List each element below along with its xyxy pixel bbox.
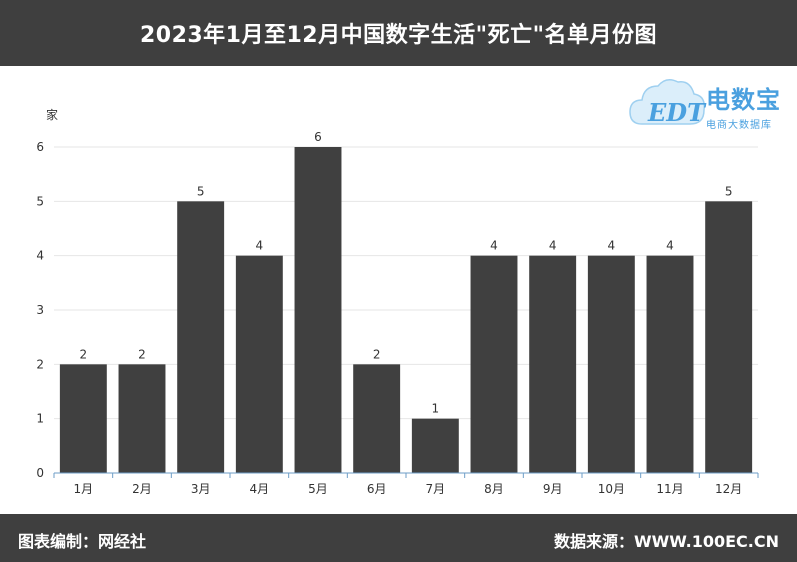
chart-title: 2023年1月至12月中国数字生活"死亡"名单月份图	[139, 23, 658, 48]
x-tick-label: 5月	[308, 482, 328, 496]
bar	[59, 364, 107, 473]
bar-value-label: 1	[432, 402, 440, 416]
x-tick-label: 3月	[191, 482, 211, 496]
bar-value-label: 2	[373, 347, 381, 361]
bar	[646, 255, 694, 473]
cloud-logo-icon	[629, 79, 706, 125]
x-tick-label: 11月	[656, 482, 683, 496]
bar-value-label: 4	[256, 239, 264, 253]
y-tick-label: 2	[36, 357, 44, 371]
bar-value-label: 4	[608, 239, 616, 253]
logo-brand: 电数宝	[706, 86, 781, 114]
y-tick-label: 3	[36, 303, 44, 317]
bar	[587, 255, 635, 473]
chart-header: 2023年1月至12月中国数字生活"死亡"名单月份图	[0, 0, 797, 66]
bar	[235, 255, 283, 473]
bars-layer	[59, 147, 753, 474]
grid-layer	[54, 146, 758, 420]
bar	[294, 147, 342, 473]
x-tick-label: 8月	[484, 482, 504, 496]
brand-logo: EDT 电数宝 电商大数据库	[628, 72, 793, 134]
logo-tagline: 电商大数据库	[706, 120, 772, 131]
footer-credit: 图表编制：网经社	[18, 532, 147, 551]
bar-value-label: 6	[314, 130, 322, 144]
x-tick-label: 7月	[426, 482, 446, 496]
x-tick-label: 9月	[543, 482, 563, 496]
bar-value-label: 5	[725, 184, 733, 198]
x-tick-label: 10月	[598, 482, 625, 496]
x-tick-label: 6月	[367, 482, 387, 496]
y-axis-label: 家	[46, 107, 58, 122]
y-tick-label: 5	[36, 194, 44, 208]
footer-source: 数据来源：WWW.100EC.CN	[553, 532, 779, 551]
bar	[411, 418, 459, 473]
x-tick-label: 1月	[74, 482, 94, 496]
bar	[353, 364, 401, 473]
y-tick-label: 1	[36, 412, 44, 426]
y-tick-label: 6	[36, 140, 44, 154]
y-tick-label: 4	[36, 249, 44, 263]
bar	[705, 201, 753, 474]
bar-value-label: 5	[197, 184, 205, 198]
bar	[470, 255, 518, 473]
bar	[177, 201, 225, 474]
bar-value-label: 2	[138, 347, 146, 361]
x-tick-label: 12月	[715, 482, 742, 496]
bar	[529, 255, 577, 473]
bar-value-label: 4	[666, 239, 674, 253]
bar-chart: 2 2 5 4 6 2 1 4 4 4 4 5 0 1 2 3 4 5 6 1月 2月 3月 4月 5月 6月 7月 8月 9月 10…	[36, 107, 759, 496]
y-tick-label: 0	[36, 466, 44, 480]
logo-mark: EDT	[648, 98, 705, 127]
bar-value-label: 4	[549, 239, 557, 253]
x-tick-label: 4月	[250, 482, 270, 496]
x-tick-label: 2月	[132, 482, 152, 496]
chart-footer: 图表编制：网经社 数据来源：WWW.100EC.CN	[0, 514, 797, 562]
bar-value-label: 4	[490, 239, 498, 253]
labels-layer: 2 2 5 4 6 2 1 4 4 4 4 5	[80, 130, 733, 416]
axis-layer: 0 1 2 3 4 5 6 1月 2月 3月 4月 5月 6月 7月 8月 9月 10月 11月 12月	[36, 140, 759, 496]
bar-value-label: 2	[80, 347, 88, 361]
bar	[118, 364, 166, 473]
